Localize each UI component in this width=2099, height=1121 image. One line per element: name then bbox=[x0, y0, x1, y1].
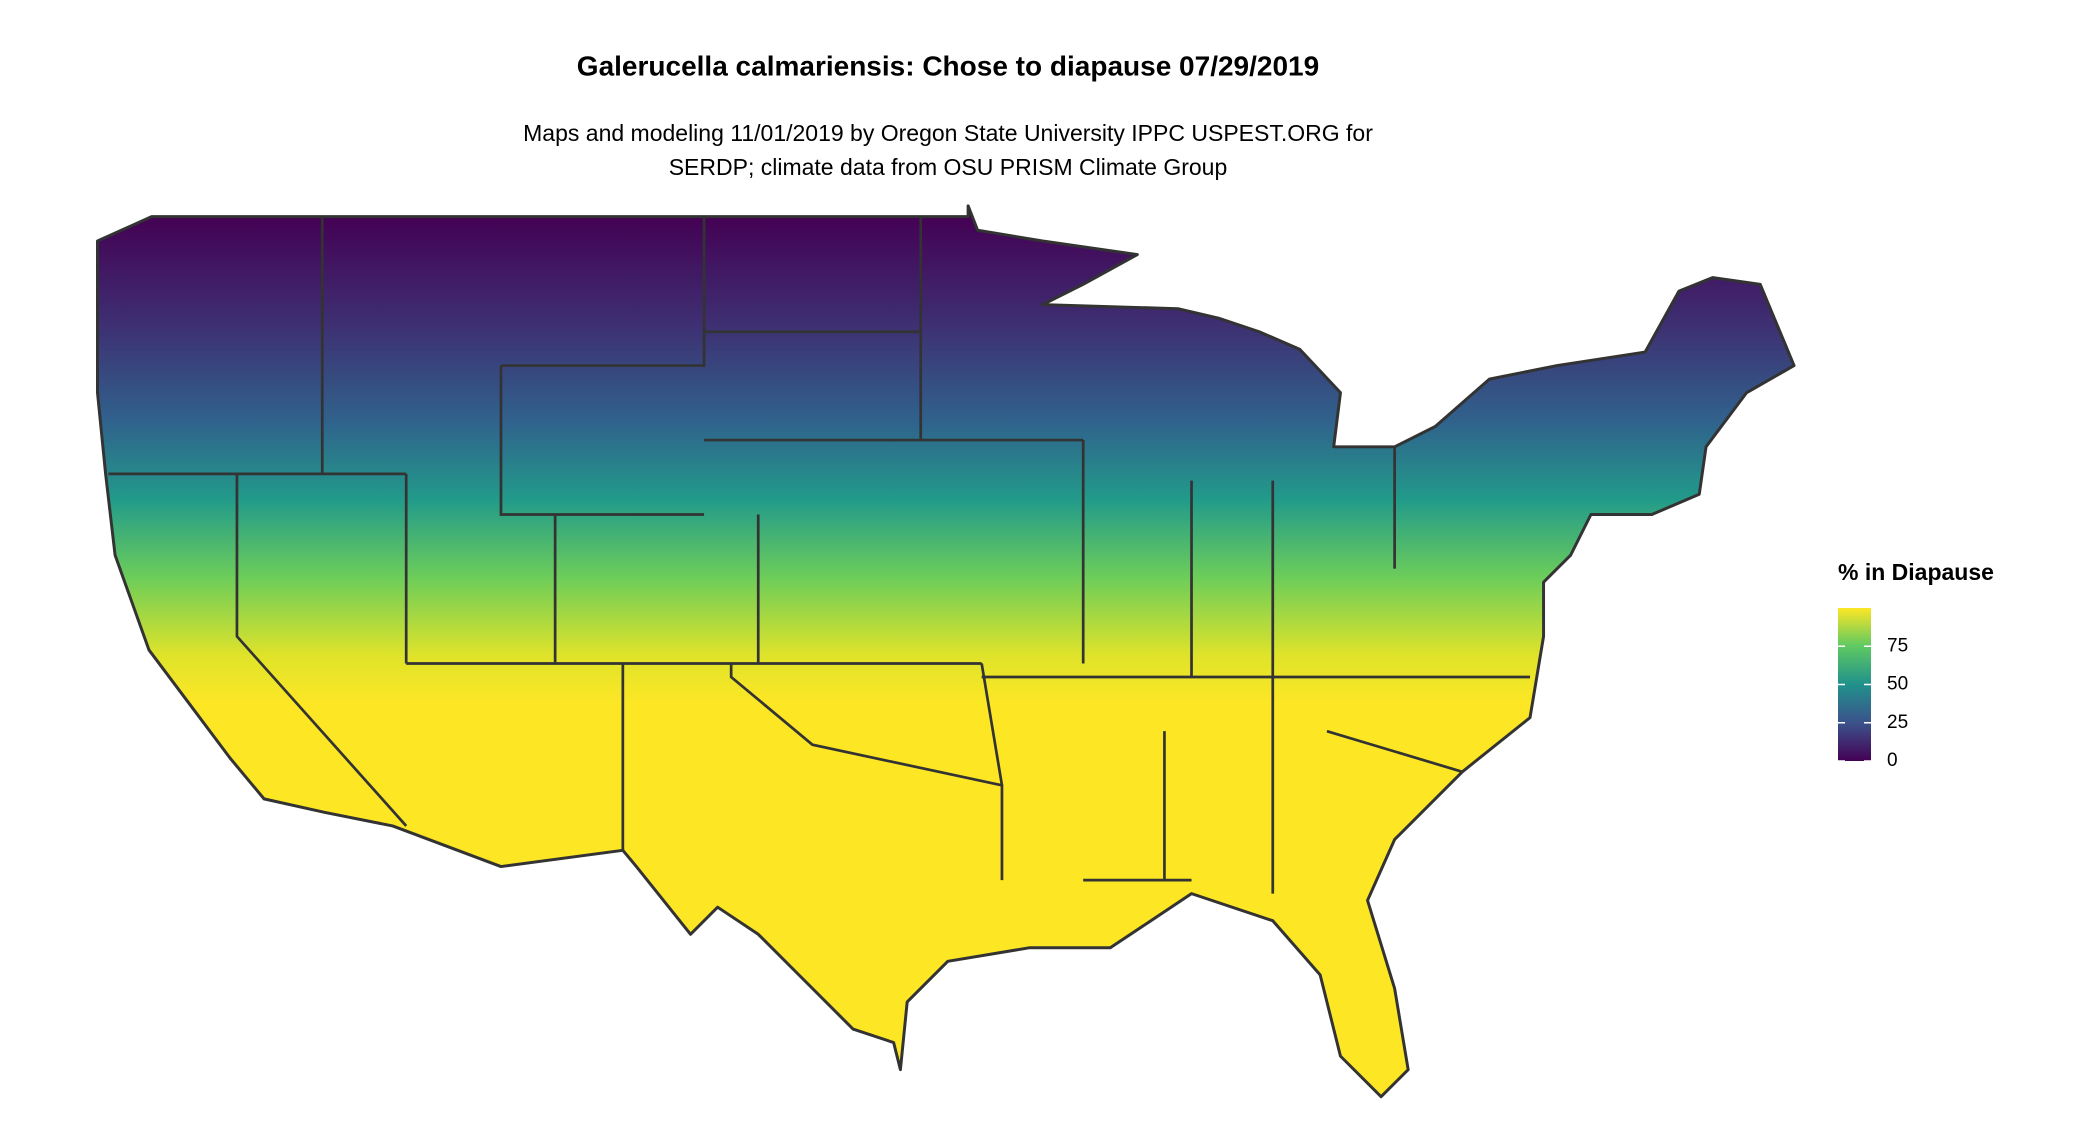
us-outline bbox=[95, 204, 1796, 1099]
legend-tick-label: 75 bbox=[1887, 635, 1908, 656]
title: Galerucella calmariensis: Chose to diapa… bbox=[577, 50, 1319, 81]
subtitle: Maps and modeling 11/01/2019 by Oregon S… bbox=[523, 120, 1373, 146]
subtitle: SERDP; climate data from OSU PRISM Clima… bbox=[669, 154, 1228, 180]
legend-tick-label: 0 bbox=[1887, 750, 1898, 771]
state-borders bbox=[108, 216, 1531, 894]
us-map bbox=[95, 204, 1796, 1099]
legend-tick-label: 50 bbox=[1887, 674, 1908, 695]
legend-title: % in Diapause bbox=[1838, 559, 1994, 585]
legend-tick-label: 25 bbox=[1887, 712, 1908, 733]
